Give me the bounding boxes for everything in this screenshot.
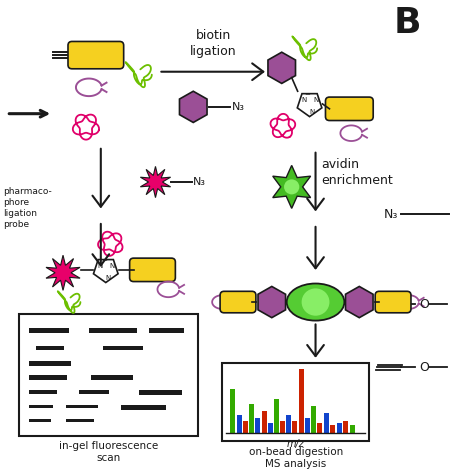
Text: B: B — [393, 6, 421, 40]
Bar — [29, 419, 51, 422]
Bar — [148, 328, 184, 333]
Bar — [249, 403, 255, 433]
Bar — [324, 413, 329, 433]
FancyBboxPatch shape — [326, 97, 373, 120]
Text: O: O — [419, 298, 429, 310]
Bar — [305, 418, 310, 433]
Bar — [29, 375, 67, 380]
Text: =: = — [305, 91, 310, 97]
Text: m/z: m/z — [287, 439, 305, 449]
Text: N: N — [301, 97, 306, 103]
Polygon shape — [93, 260, 118, 283]
Bar — [311, 406, 316, 433]
Polygon shape — [346, 286, 373, 318]
Text: N₃: N₃ — [232, 102, 245, 112]
Text: N: N — [309, 109, 314, 115]
Circle shape — [284, 179, 300, 194]
Bar — [29, 328, 69, 333]
Bar — [237, 415, 243, 433]
Bar — [274, 399, 279, 433]
Bar — [262, 411, 267, 433]
Polygon shape — [46, 255, 80, 291]
Bar — [268, 423, 273, 433]
Bar — [317, 423, 322, 433]
Polygon shape — [268, 52, 295, 83]
Text: in-gel fluorescence
scan: in-gel fluorescence scan — [59, 441, 158, 463]
Text: pharmaco-
phore
ligation
probe: pharmaco- phore ligation probe — [3, 187, 52, 229]
Bar — [29, 404, 53, 409]
Bar — [66, 404, 98, 409]
Text: N: N — [105, 274, 110, 281]
FancyBboxPatch shape — [68, 41, 124, 69]
Bar — [229, 389, 235, 433]
Text: on-bead digestion
MS analysis: on-bead digestion MS analysis — [248, 447, 343, 469]
Polygon shape — [297, 94, 322, 117]
Bar — [66, 419, 94, 422]
Text: biotin
ligation: biotin ligation — [190, 29, 237, 58]
Polygon shape — [258, 286, 285, 318]
Bar — [280, 421, 285, 433]
Bar — [29, 361, 71, 366]
Text: avidin
enrichment: avidin enrichment — [321, 158, 393, 187]
Polygon shape — [140, 166, 171, 198]
Bar — [343, 421, 348, 433]
Bar — [286, 415, 291, 433]
Ellipse shape — [287, 283, 345, 320]
Text: N₃: N₃ — [384, 208, 399, 221]
Text: N: N — [313, 97, 318, 103]
Circle shape — [301, 288, 329, 316]
Bar — [91, 375, 133, 380]
Bar — [299, 369, 304, 433]
Bar — [19, 314, 198, 436]
Polygon shape — [273, 165, 310, 209]
FancyBboxPatch shape — [375, 292, 411, 313]
FancyBboxPatch shape — [129, 258, 175, 282]
Bar — [121, 404, 166, 410]
Bar — [337, 423, 342, 433]
Bar — [292, 421, 297, 433]
Polygon shape — [180, 91, 207, 122]
Text: N: N — [109, 263, 114, 269]
Bar — [29, 390, 57, 394]
Bar — [255, 418, 260, 433]
Text: N₃: N₃ — [193, 177, 206, 187]
Text: O: O — [419, 361, 429, 374]
Bar — [103, 346, 143, 350]
Bar — [222, 363, 369, 441]
Bar — [330, 425, 335, 433]
Text: N: N — [97, 263, 102, 269]
Bar — [79, 390, 109, 394]
FancyBboxPatch shape — [220, 292, 256, 313]
Text: =: = — [101, 257, 107, 263]
Bar — [350, 425, 355, 433]
Bar — [138, 390, 182, 395]
Bar — [89, 328, 137, 333]
Bar — [244, 421, 248, 433]
Bar — [36, 346, 64, 350]
